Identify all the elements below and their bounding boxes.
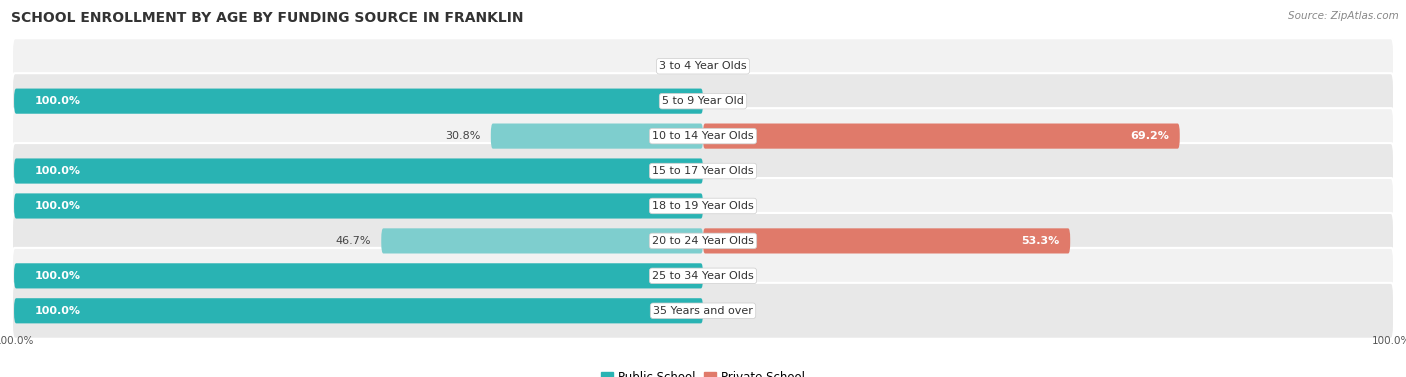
Text: 100.0%: 100.0%	[35, 306, 80, 316]
Text: 0.0%: 0.0%	[717, 271, 745, 281]
Text: 0.0%: 0.0%	[717, 61, 745, 71]
FancyBboxPatch shape	[13, 178, 1393, 234]
FancyBboxPatch shape	[13, 143, 1393, 199]
Text: 100.0%: 100.0%	[35, 271, 80, 281]
Text: 20 to 24 Year Olds: 20 to 24 Year Olds	[652, 236, 754, 246]
FancyBboxPatch shape	[703, 124, 1180, 149]
Text: 35 Years and over: 35 Years and over	[652, 306, 754, 316]
Legend: Public School, Private School: Public School, Private School	[596, 366, 810, 377]
Text: 0.0%: 0.0%	[717, 166, 745, 176]
FancyBboxPatch shape	[14, 158, 703, 184]
Text: 15 to 17 Year Olds: 15 to 17 Year Olds	[652, 166, 754, 176]
FancyBboxPatch shape	[381, 228, 703, 253]
FancyBboxPatch shape	[491, 124, 703, 149]
Text: 0.0%: 0.0%	[717, 201, 745, 211]
FancyBboxPatch shape	[13, 213, 1393, 269]
Text: 10 to 14 Year Olds: 10 to 14 Year Olds	[652, 131, 754, 141]
Text: 53.3%: 53.3%	[1022, 236, 1060, 246]
Text: 25 to 34 Year Olds: 25 to 34 Year Olds	[652, 271, 754, 281]
Text: 69.2%: 69.2%	[1130, 131, 1170, 141]
FancyBboxPatch shape	[14, 298, 703, 323]
FancyBboxPatch shape	[14, 263, 703, 288]
Text: 5 to 9 Year Old: 5 to 9 Year Old	[662, 96, 744, 106]
FancyBboxPatch shape	[13, 73, 1393, 129]
FancyBboxPatch shape	[13, 38, 1393, 94]
Text: Source: ZipAtlas.com: Source: ZipAtlas.com	[1288, 11, 1399, 21]
Text: SCHOOL ENROLLMENT BY AGE BY FUNDING SOURCE IN FRANKLIN: SCHOOL ENROLLMENT BY AGE BY FUNDING SOUR…	[11, 11, 524, 25]
Text: 0.0%: 0.0%	[661, 61, 689, 71]
FancyBboxPatch shape	[13, 248, 1393, 304]
FancyBboxPatch shape	[13, 283, 1393, 339]
Text: 0.0%: 0.0%	[717, 96, 745, 106]
FancyBboxPatch shape	[14, 89, 703, 114]
FancyBboxPatch shape	[703, 228, 1070, 253]
FancyBboxPatch shape	[14, 193, 703, 219]
Text: 100.0%: 100.0%	[35, 166, 80, 176]
Text: 18 to 19 Year Olds: 18 to 19 Year Olds	[652, 201, 754, 211]
Text: 46.7%: 46.7%	[336, 236, 371, 246]
Text: 3 to 4 Year Olds: 3 to 4 Year Olds	[659, 61, 747, 71]
Text: 100.0%: 100.0%	[35, 96, 80, 106]
Text: 100.0%: 100.0%	[35, 201, 80, 211]
Text: 30.8%: 30.8%	[446, 131, 481, 141]
FancyBboxPatch shape	[13, 108, 1393, 164]
Text: 0.0%: 0.0%	[717, 306, 745, 316]
